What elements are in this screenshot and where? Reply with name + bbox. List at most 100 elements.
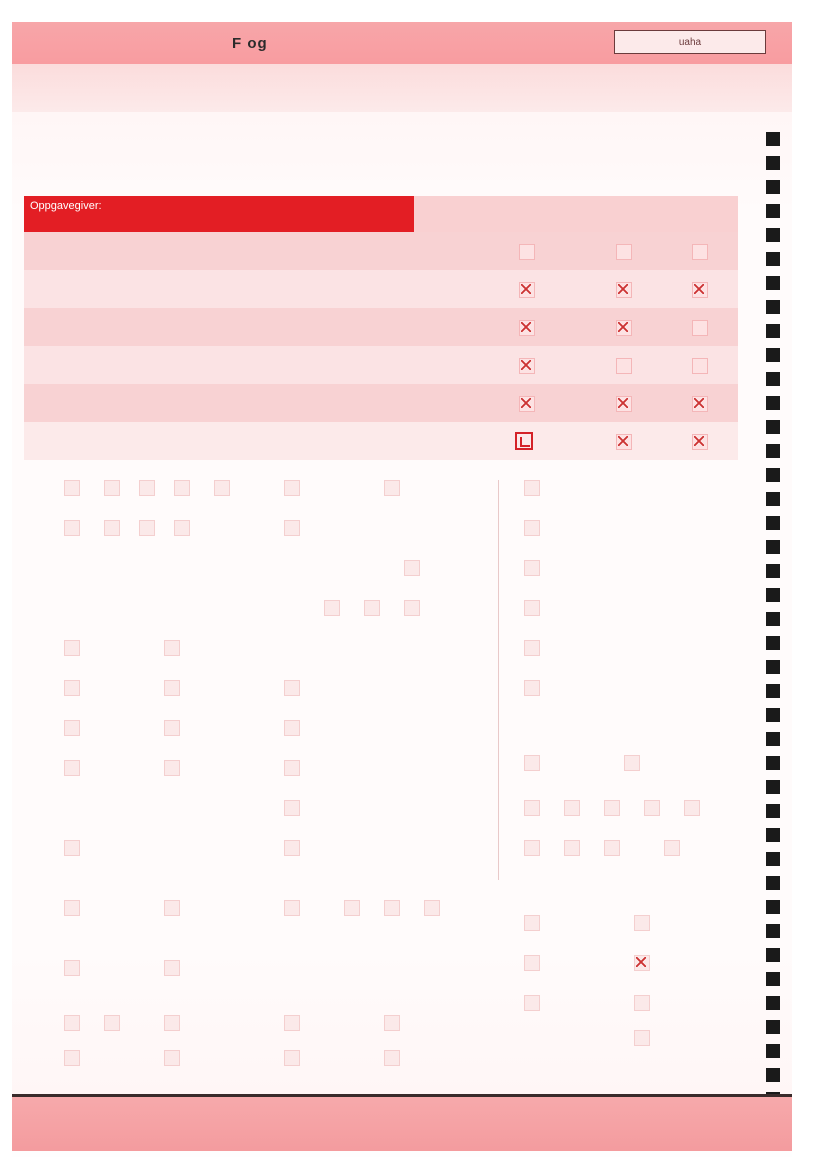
form-checkbox[interactable]	[104, 520, 120, 536]
perforation-mark	[766, 924, 780, 938]
form-checkbox[interactable]	[524, 600, 540, 616]
perforation-mark	[766, 828, 780, 842]
form-checkbox[interactable]	[164, 900, 180, 916]
form-checkbox[interactable]	[634, 915, 650, 931]
checkbox[interactable]	[692, 434, 708, 450]
form-checkbox[interactable]	[284, 1050, 300, 1066]
form-checkbox[interactable]	[284, 900, 300, 916]
perforation-mark	[766, 732, 780, 746]
form-checkbox[interactable]	[174, 520, 190, 536]
form-checkbox[interactable]	[284, 760, 300, 776]
form-checkbox[interactable]	[384, 900, 400, 916]
checkbox[interactable]	[519, 282, 535, 298]
checkbox[interactable]	[616, 244, 632, 260]
perforation-mark	[766, 276, 780, 290]
form-checkbox[interactable]	[64, 960, 80, 976]
checkbox[interactable]	[692, 244, 708, 260]
checkbox[interactable]	[519, 244, 535, 260]
form-checkbox[interactable]	[164, 1015, 180, 1031]
oppgavegiver-row	[24, 270, 738, 308]
form-checkbox[interactable]	[64, 680, 80, 696]
form-checkbox[interactable]	[384, 1050, 400, 1066]
highlighted-checkbox[interactable]	[515, 432, 533, 450]
form-checkbox[interactable]	[634, 995, 650, 1011]
form-checkbox[interactable]	[524, 800, 540, 816]
form-checkbox[interactable]	[524, 680, 540, 696]
form-checkbox[interactable]	[164, 680, 180, 696]
form-checkbox[interactable]	[284, 1015, 300, 1031]
form-checkbox[interactable]	[139, 480, 155, 496]
form-checkbox[interactable]	[634, 1030, 650, 1046]
checkbox[interactable]	[616, 320, 632, 336]
form-checkbox[interactable]	[664, 840, 680, 856]
form-checkbox[interactable]	[164, 720, 180, 736]
form-checkbox[interactable]	[214, 480, 230, 496]
form-checkbox[interactable]	[64, 520, 80, 536]
form-checkbox[interactable]	[164, 1050, 180, 1066]
form-checkbox[interactable]	[384, 1015, 400, 1031]
form-checkbox[interactable]	[64, 720, 80, 736]
form-checkbox[interactable]	[404, 560, 420, 576]
perforation-mark	[766, 612, 780, 626]
form-checkbox[interactable]	[104, 480, 120, 496]
form-checkbox[interactable]	[604, 800, 620, 816]
form-checkbox[interactable]	[284, 680, 300, 696]
checkbox[interactable]	[692, 396, 708, 412]
checkbox[interactable]	[519, 396, 535, 412]
form-checkbox[interactable]	[624, 755, 640, 771]
form-checkbox[interactable]	[364, 600, 380, 616]
form-checkbox[interactable]	[284, 480, 300, 496]
form-checkbox[interactable]	[524, 840, 540, 856]
form-checkbox[interactable]	[104, 1015, 120, 1031]
form-checkbox[interactable]	[384, 480, 400, 496]
checkbox[interactable]	[519, 358, 535, 374]
form-checkbox[interactable]	[524, 480, 540, 496]
form-checkbox[interactable]	[634, 955, 650, 971]
checkbox[interactable]	[616, 358, 632, 374]
form-checkbox[interactable]	[64, 480, 80, 496]
form-checkbox[interactable]	[524, 560, 540, 576]
form-checkbox[interactable]	[139, 520, 155, 536]
form-checkbox[interactable]	[284, 800, 300, 816]
checkbox[interactable]	[616, 396, 632, 412]
form-checkbox[interactable]	[524, 955, 540, 971]
header-right-box-label: uaha	[679, 37, 701, 48]
form-checkbox[interactable]	[564, 840, 580, 856]
form-checkbox[interactable]	[164, 640, 180, 656]
form-checkbox[interactable]	[524, 915, 540, 931]
form-checkbox[interactable]	[284, 840, 300, 856]
form-checkbox[interactable]	[64, 1050, 80, 1066]
form-checkbox[interactable]	[604, 840, 620, 856]
form-checkbox[interactable]	[164, 960, 180, 976]
form-checkbox[interactable]	[64, 900, 80, 916]
perforation-mark	[766, 252, 780, 266]
perforation-mark	[766, 516, 780, 530]
checkbox[interactable]	[616, 434, 632, 450]
form-checkbox[interactable]	[284, 520, 300, 536]
form-checkbox[interactable]	[64, 640, 80, 656]
perforation-mark	[766, 420, 780, 434]
form-checkbox[interactable]	[524, 520, 540, 536]
form-checkbox[interactable]	[684, 800, 700, 816]
form-checkbox[interactable]	[164, 760, 180, 776]
form-checkbox[interactable]	[524, 640, 540, 656]
checkbox[interactable]	[692, 320, 708, 336]
form-checkbox[interactable]	[174, 480, 190, 496]
checkbox[interactable]	[692, 358, 708, 374]
form-checkbox[interactable]	[524, 995, 540, 1011]
form-checkbox[interactable]	[284, 720, 300, 736]
form-checkbox[interactable]	[64, 840, 80, 856]
checkbox[interactable]	[616, 282, 632, 298]
form-checkbox[interactable]	[344, 900, 360, 916]
form-checkbox[interactable]	[644, 800, 660, 816]
checkbox[interactable]	[692, 282, 708, 298]
perforation-mark	[766, 804, 780, 818]
form-checkbox[interactable]	[64, 1015, 80, 1031]
form-checkbox[interactable]	[324, 600, 340, 616]
form-checkbox[interactable]	[524, 755, 540, 771]
form-checkbox[interactable]	[564, 800, 580, 816]
form-checkbox[interactable]	[64, 760, 80, 776]
form-checkbox[interactable]	[424, 900, 440, 916]
form-checkbox[interactable]	[404, 600, 420, 616]
checkbox[interactable]	[519, 320, 535, 336]
